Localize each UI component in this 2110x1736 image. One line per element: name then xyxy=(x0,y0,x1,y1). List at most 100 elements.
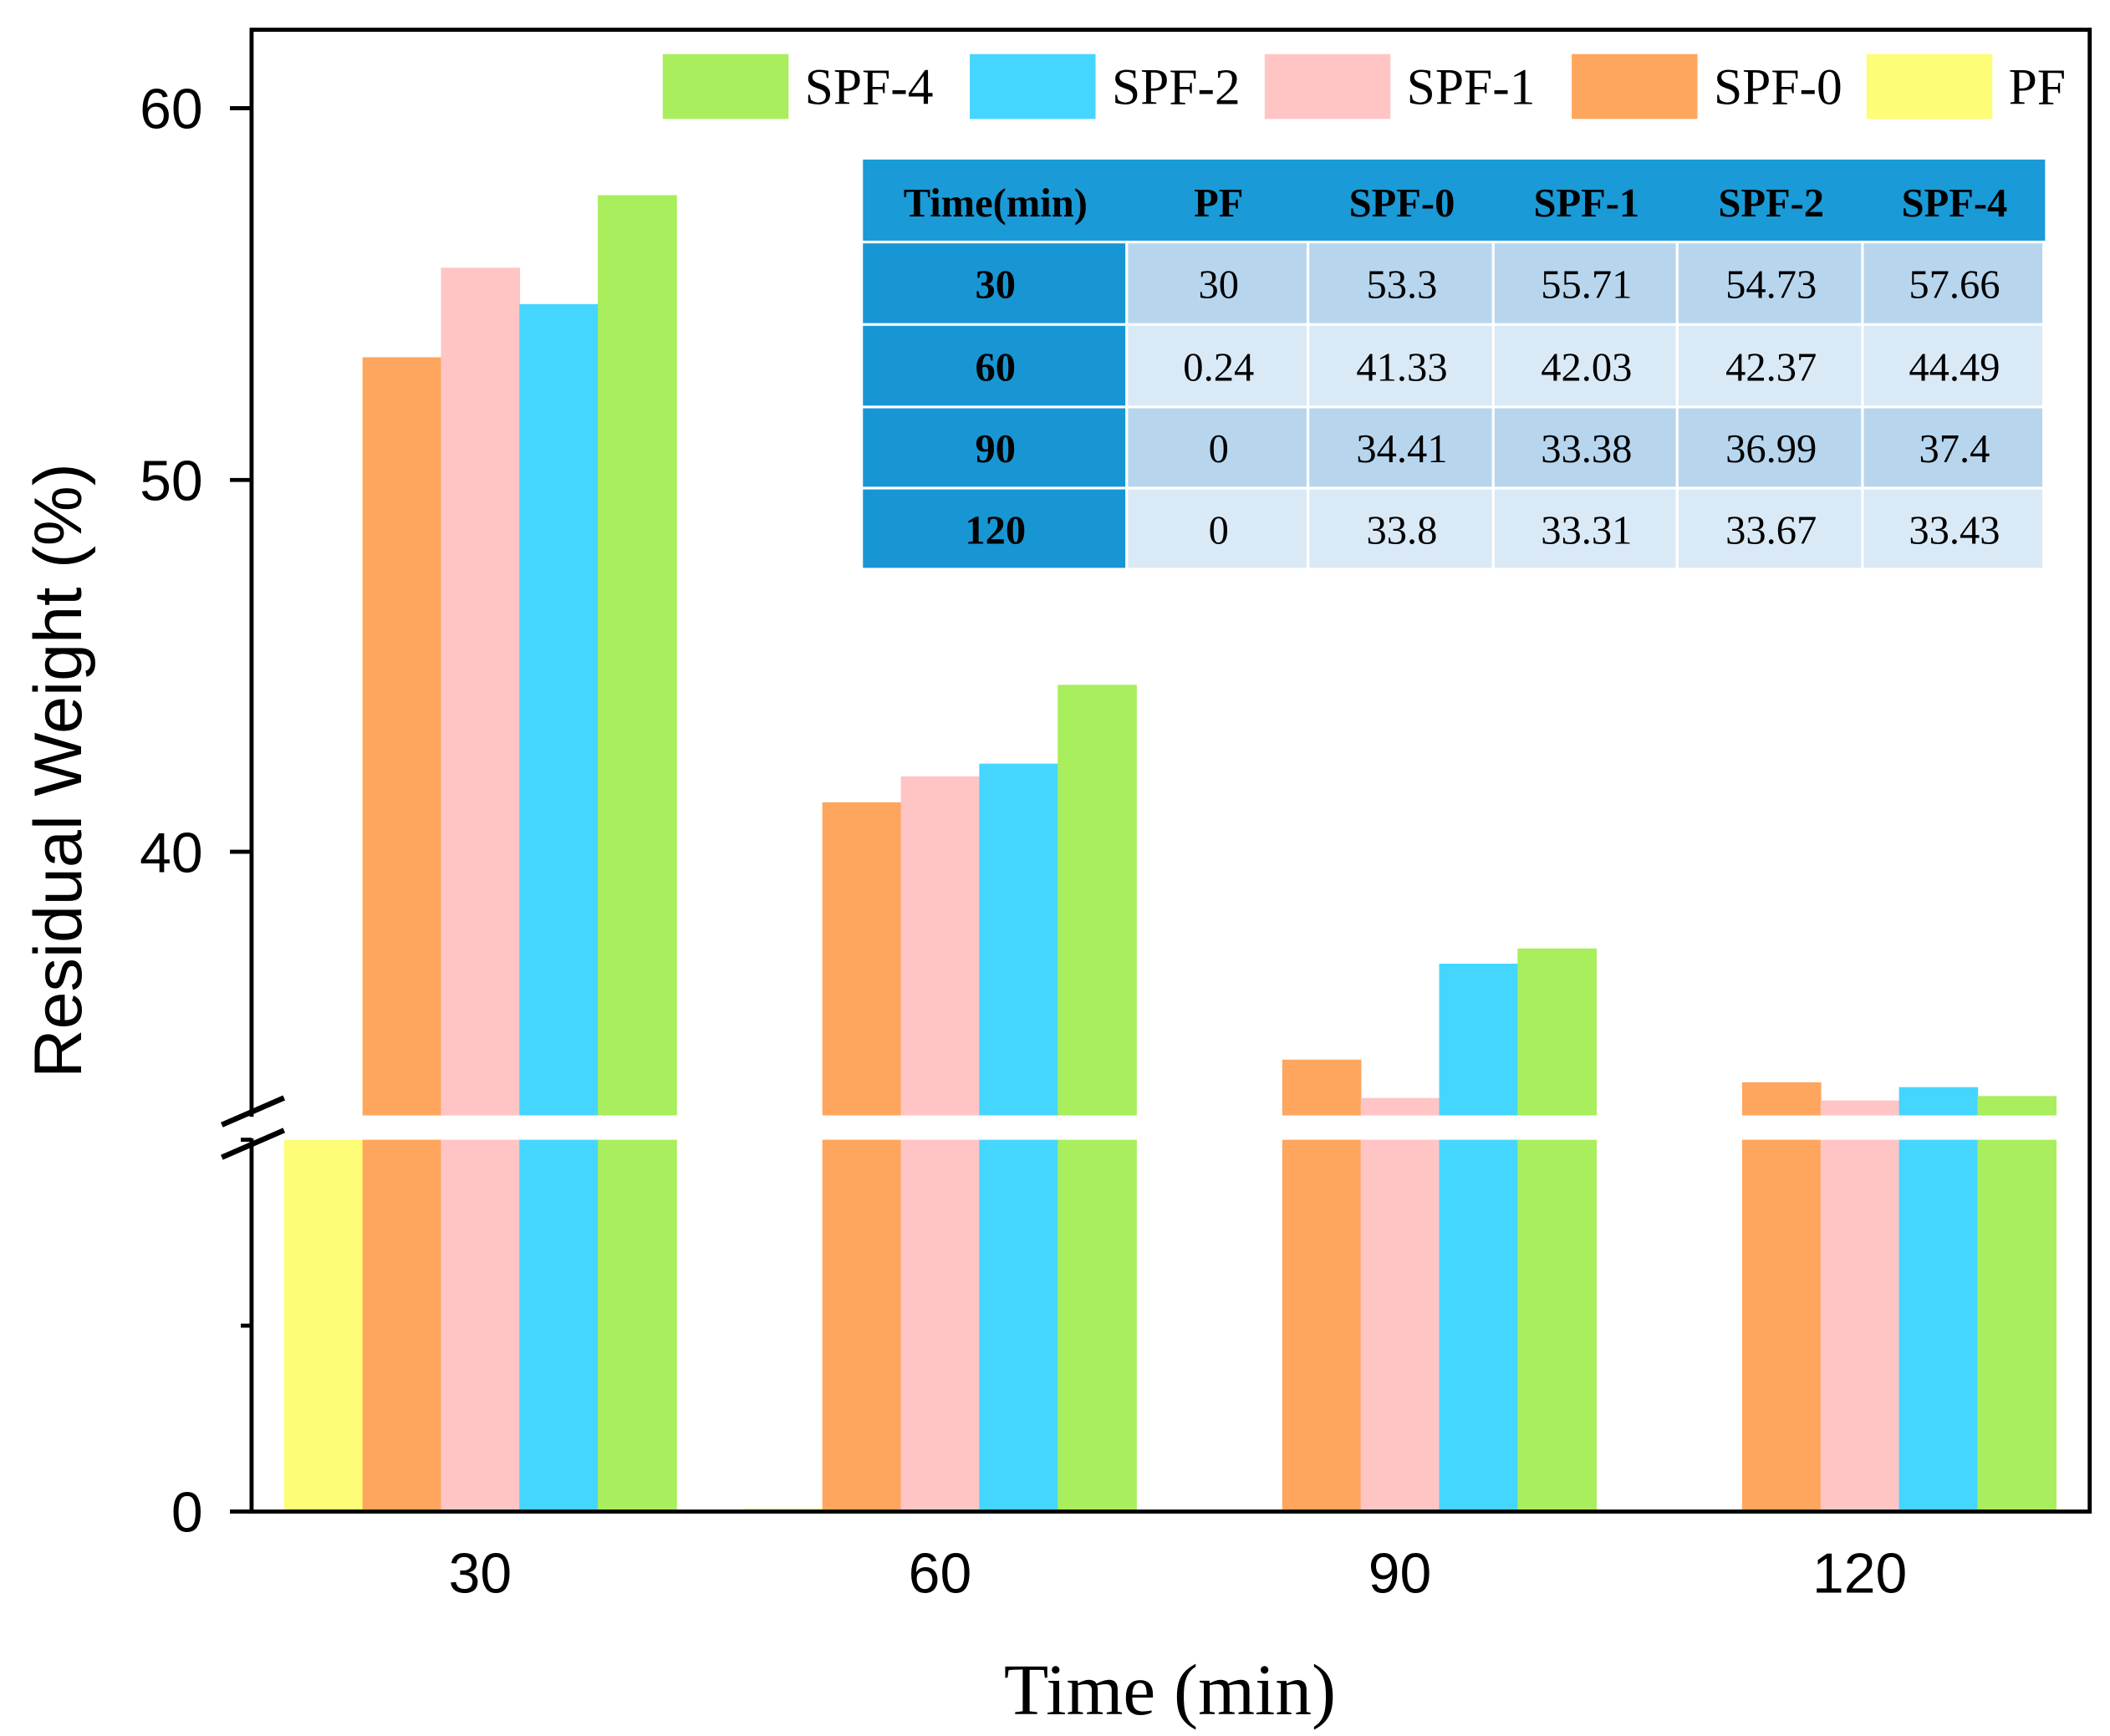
table-cell-bg xyxy=(1863,325,2043,406)
ticks: 30 60 90 120 0 40 50 60 xyxy=(140,78,1907,1606)
bar-spf-1-30 xyxy=(441,1139,521,1512)
table-cell-bg xyxy=(1128,243,1307,323)
table-cell-bg xyxy=(863,408,1126,487)
bar-spf-4-120 xyxy=(1977,1139,2057,1512)
bar-spf-0-90 xyxy=(1282,1139,1362,1512)
bar-upper-spf-2-120 xyxy=(1898,1087,1979,1116)
table-header-cell: SPF-2 xyxy=(1718,181,1824,226)
bar-upper-spf-4-120 xyxy=(1977,1096,2057,1116)
bar-spf-2-90 xyxy=(1439,1139,1519,1512)
table-cell-bg xyxy=(1128,489,1307,568)
bar-upper-spf-2-60 xyxy=(979,763,1059,1116)
table-cell-bg xyxy=(1494,408,1676,487)
y-tick-label: 50 xyxy=(140,450,203,513)
legend-label-spf-0: SPF-0 xyxy=(1714,59,1842,116)
bar-upper-spf-4-60 xyxy=(1058,685,1137,1116)
table-header-cell: PF xyxy=(1194,181,1243,226)
table-cell-bg xyxy=(1494,489,1676,568)
table-header-bg xyxy=(863,159,2046,241)
table-cell-bg xyxy=(1494,325,1676,406)
bar-spf-1-90 xyxy=(1360,1139,1440,1512)
legend-label-spf-4: SPF-4 xyxy=(805,59,934,116)
bar-spf-2-30 xyxy=(519,1139,599,1512)
table-cell-bg xyxy=(1678,325,1862,406)
x-tick-label: 90 xyxy=(1368,1542,1432,1606)
table-row-header: 120 xyxy=(965,508,1026,552)
table-cell: 37.4 xyxy=(1919,427,1990,471)
table-cell-bg xyxy=(1863,408,2043,487)
bar-upper-spf-0-90 xyxy=(1282,1059,1362,1116)
table-cell-bg xyxy=(1678,408,1862,487)
bar-upper-spf-1-120 xyxy=(1820,1100,1900,1116)
bar-upper-spf-2-90 xyxy=(1439,963,1519,1116)
bar-spf-4-30 xyxy=(598,1139,677,1512)
table-cell: 55.71 xyxy=(1541,263,1632,308)
legend-swatch-spf-1 xyxy=(1264,53,1391,120)
plot-frame xyxy=(249,28,2092,1514)
x-tick-label: 30 xyxy=(449,1542,512,1606)
table-header-cell: SPF-1 xyxy=(1534,181,1640,226)
table-cell-bg xyxy=(1309,489,1492,568)
bar-spf-1-120 xyxy=(1820,1139,1900,1512)
legend-swatch-spf-4 xyxy=(662,53,789,120)
bars xyxy=(283,195,2057,1512)
table-cell-bg xyxy=(1309,325,1492,406)
legend-label-spf-2: SPF-2 xyxy=(1112,59,1241,116)
bar-spf-1-60 xyxy=(900,1139,981,1512)
y-axis-label: Residual Weight (%) xyxy=(21,463,96,1078)
table-cell: 41.33 xyxy=(1356,345,1447,389)
axis-break-mark xyxy=(221,1095,286,1128)
table-cell: 42.37 xyxy=(1725,345,1817,389)
bar-spf-0-60 xyxy=(822,1139,902,1512)
inset-table: Time(min) PF SPF-0 SPF-1 SPF-2 SPF-4 30 30 53.3 5… xyxy=(863,159,2046,568)
table-cell: 33.38 xyxy=(1541,427,1632,471)
bar-spf-4-90 xyxy=(1517,1139,1597,1512)
table-cell-bg xyxy=(863,325,1126,406)
table-cell: 42.03 xyxy=(1541,345,1632,389)
y-tick-label: 40 xyxy=(140,821,203,884)
table-cell-bg xyxy=(1128,325,1307,406)
table-cell-bg xyxy=(1863,243,2043,323)
bar-upper-spf-4-90 xyxy=(1517,948,1597,1116)
table-row-header: 90 xyxy=(976,427,1017,471)
bar-upper-spf-0-30 xyxy=(362,357,442,1116)
table-header-cell: SPF-0 xyxy=(1349,181,1455,226)
legend-label-pf: PF xyxy=(2009,59,2066,116)
bar-upper-spf-0-120 xyxy=(1741,1082,1822,1116)
table-cell: 33.67 xyxy=(1725,508,1817,552)
bar-spf-4-60 xyxy=(1058,1139,1137,1512)
table-cell: 0.24 xyxy=(1183,345,1254,389)
axes xyxy=(221,28,2092,1514)
bar-upper-spf-4-30 xyxy=(598,195,677,1116)
bar-pf-30 xyxy=(283,1139,364,1512)
table-cell: 0 xyxy=(1209,427,1229,471)
table-cell-bg xyxy=(1678,489,1862,568)
legend-swatch-spf-0 xyxy=(1572,53,1698,120)
bar-spf-0-30 xyxy=(362,1139,442,1512)
table-cell-bg xyxy=(1494,243,1676,323)
table-cell-bg xyxy=(863,489,1126,568)
legend: SPF-4 SPF-2 SPF-1 SPF-0 PF xyxy=(662,53,2066,120)
table-cell: 57.66 xyxy=(1909,263,2000,308)
table-header-cell: SPF-4 xyxy=(1902,181,2008,226)
bar-spf-2-60 xyxy=(979,1139,1059,1512)
bar-upper-spf-0-60 xyxy=(822,802,902,1116)
table-cell: 33.8 xyxy=(1367,508,1438,552)
table-cell: 34.41 xyxy=(1356,427,1447,471)
legend-label-spf-1: SPF-1 xyxy=(1407,59,1536,116)
table-cell: 36.99 xyxy=(1725,427,1817,471)
x-axis-label: Time (min) xyxy=(1004,1649,1336,1730)
table-cell: 53.3 xyxy=(1367,263,1438,308)
table-cell: 0 xyxy=(1209,508,1229,552)
table-cell: 44.49 xyxy=(1909,345,2000,389)
table-cell-bg xyxy=(1128,408,1307,487)
table-cell: 33.31 xyxy=(1541,508,1632,552)
legend-swatch-spf-2 xyxy=(970,53,1096,120)
table-cell-bg xyxy=(1678,243,1862,323)
table-cell: 54.73 xyxy=(1725,263,1817,308)
table-header-cell: Time(min) xyxy=(904,181,1088,226)
table-row-header: 30 xyxy=(976,263,1017,308)
table-row-header: 60 xyxy=(976,345,1017,389)
table-cell: 30 xyxy=(1199,263,1240,308)
bar-upper-spf-2-30 xyxy=(519,303,599,1116)
